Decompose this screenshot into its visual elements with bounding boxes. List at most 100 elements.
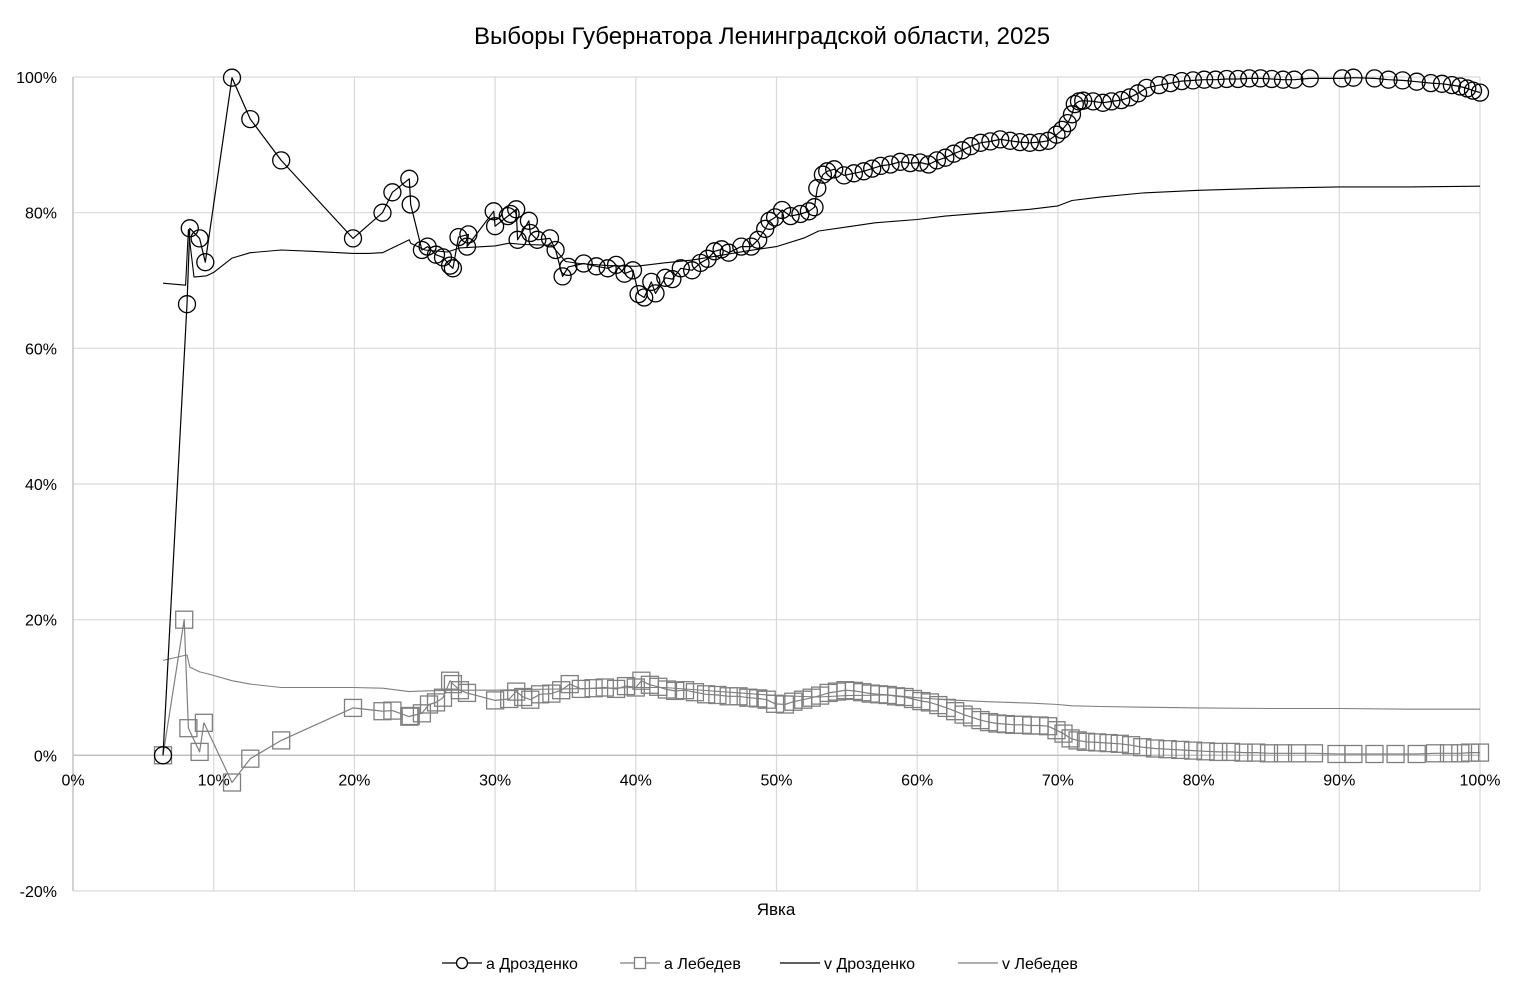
data-point	[919, 155, 938, 174]
data-point	[1137, 78, 1156, 98]
data-point	[646, 284, 665, 303]
data-point	[485, 691, 505, 710]
data-point	[450, 681, 470, 700]
data-point	[1209, 742, 1228, 762]
data-point	[1065, 94, 1084, 114]
data-point	[971, 133, 990, 152]
x-tick-label: 10%	[198, 772, 230, 789]
legend-item: a Лебедев	[620, 956, 741, 973]
data-point	[553, 267, 572, 286]
data-point	[1432, 74, 1452, 93]
data-point	[485, 217, 505, 236]
data-point	[1221, 742, 1241, 762]
data-point	[1120, 88, 1139, 107]
data-point	[871, 156, 890, 176]
y-tick-label: 40%	[25, 477, 57, 494]
data-point	[1110, 734, 1129, 753]
data-point	[606, 679, 626, 699]
data-point	[784, 692, 803, 711]
y-tick-label: 100%	[16, 70, 57, 87]
data-point	[1259, 744, 1279, 763]
data-point	[1206, 70, 1225, 89]
x-axis-ticks: 0% 10% 20% 30% 40% 50% 60% 70% 80% 90% 100%	[61, 772, 1500, 789]
data-point	[179, 719, 198, 738]
data-point	[180, 219, 199, 238]
data-point	[1172, 71, 1191, 91]
series-3	[162, 654, 1480, 710]
data-point	[1262, 69, 1281, 89]
x-tick-label: 20%	[338, 772, 370, 789]
data-point	[1240, 69, 1259, 88]
data-point	[1102, 92, 1121, 111]
data-point	[834, 166, 854, 185]
data-point	[1145, 739, 1165, 758]
data-point	[615, 264, 634, 283]
data-point	[1470, 83, 1490, 102]
y-tick-label: -20%	[20, 884, 57, 901]
data-point	[1054, 724, 1073, 743]
data-point	[1463, 81, 1483, 100]
data-point	[528, 230, 547, 249]
x-tick-label: 90%	[1323, 772, 1355, 789]
data-point	[1061, 729, 1080, 748]
data-point	[901, 153, 920, 173]
data-point	[1344, 744, 1363, 764]
data-point	[598, 259, 617, 278]
data-point	[1461, 743, 1480, 762]
data-point	[272, 151, 291, 170]
data-point	[343, 698, 363, 718]
data-point	[1083, 92, 1103, 111]
data-point	[719, 687, 738, 706]
data-point	[760, 211, 779, 230]
legend-item: a Дрозденко	[442, 956, 578, 973]
legend-label: v Дрозденко	[824, 956, 915, 973]
data-point	[642, 272, 661, 292]
legend-label: a Лебедев	[664, 956, 741, 973]
data-point	[1093, 93, 1113, 112]
data-point	[587, 257, 606, 276]
data-point	[1393, 71, 1412, 90]
data-point	[818, 162, 837, 181]
data-point	[519, 211, 539, 230]
x-tick-label: 40%	[620, 772, 652, 789]
data-point	[443, 259, 463, 278]
data-point	[936, 148, 955, 167]
x-tick-label: 70%	[1042, 772, 1074, 789]
data-point	[1386, 744, 1405, 764]
data-point	[863, 159, 882, 178]
data-point	[530, 685, 550, 704]
data-point	[1451, 744, 1470, 763]
data-point	[1425, 744, 1445, 763]
data-point	[891, 152, 910, 171]
data-point	[623, 261, 643, 280]
legend-label: v Лебедев	[1002, 956, 1078, 973]
data-point	[1379, 70, 1398, 89]
y-tick-label: 0%	[34, 748, 57, 765]
data-point	[1300, 69, 1319, 88]
data-point	[400, 169, 419, 188]
data-point	[705, 242, 724, 261]
series-line	[162, 185, 1481, 286]
y-tick-label: 20%	[25, 613, 57, 630]
data-point	[1195, 70, 1214, 89]
data-point	[944, 144, 963, 163]
data-point	[742, 237, 761, 256]
data-point	[1121, 736, 1141, 755]
data-point	[175, 610, 194, 629]
data-point	[961, 137, 980, 156]
series-1	[153, 610, 1490, 792]
data-point	[656, 268, 675, 287]
data-point	[1052, 120, 1072, 140]
data-point	[1150, 75, 1169, 95]
data-point	[765, 694, 785, 713]
data-point	[1273, 70, 1293, 89]
data-point	[1020, 133, 1039, 152]
legend-item: v Лебедев	[958, 956, 1078, 973]
data-point	[1344, 68, 1363, 87]
y-axis-ticks: -20% 0% 20% 40% 60% 80% 100%	[16, 70, 57, 901]
data-point	[400, 707, 419, 726]
data-point	[1439, 744, 1459, 763]
data-point	[1099, 733, 1118, 753]
data-point	[799, 202, 819, 221]
data-point	[719, 243, 738, 262]
